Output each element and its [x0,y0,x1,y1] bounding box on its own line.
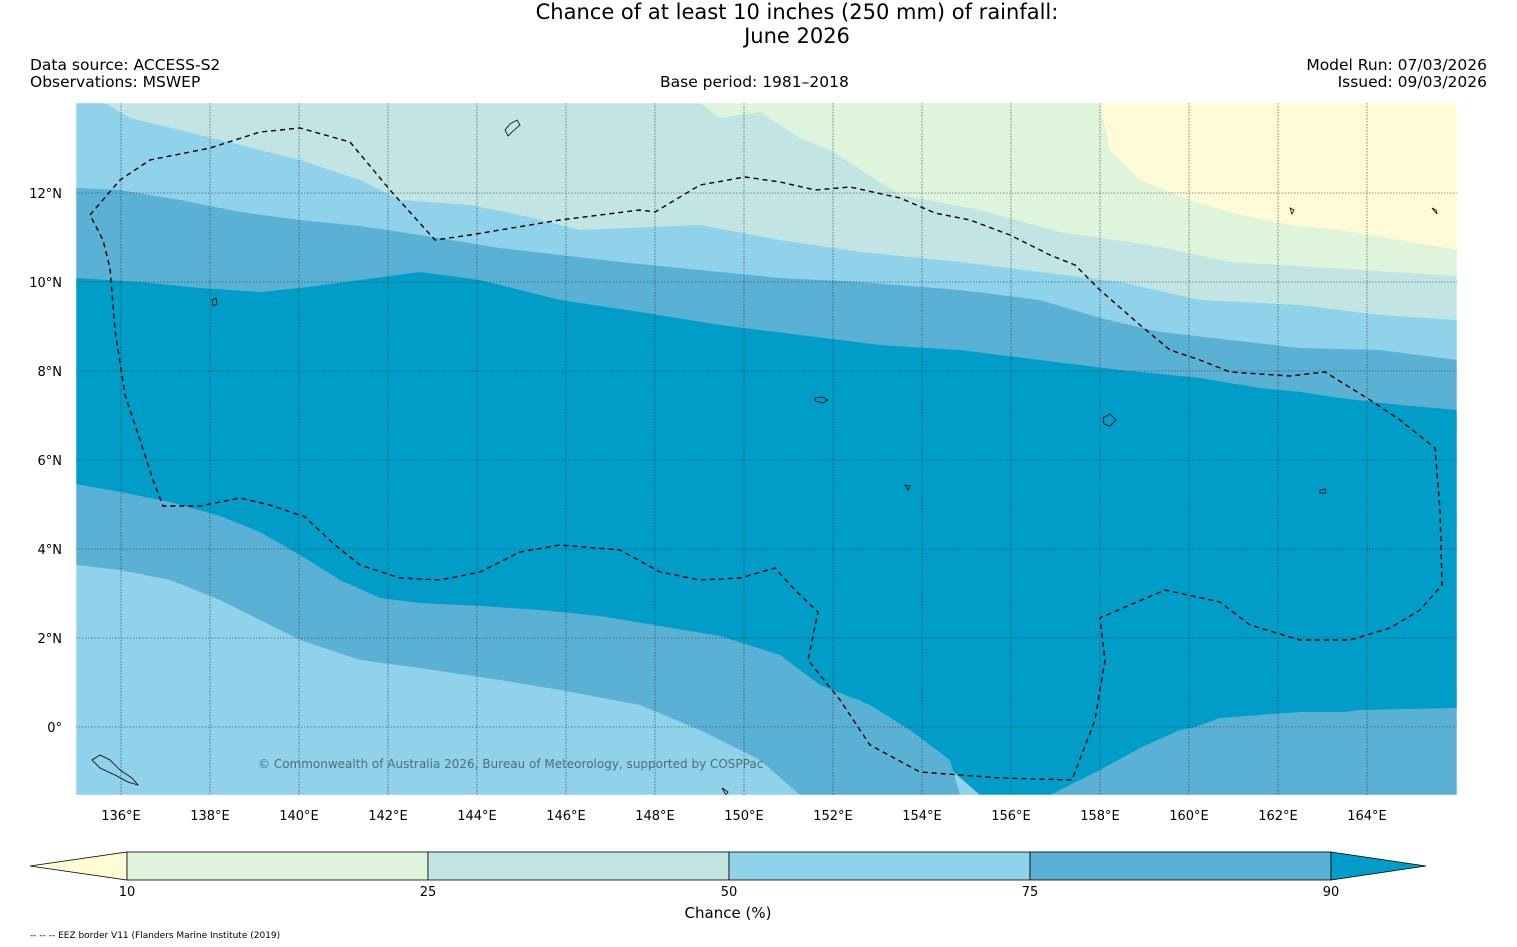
longitude-labels: 136°E 138°E 140°E 142°E 144°E 146°E 148°… [101,809,1387,824]
map-title: Chance of at least 10 inches (250 mm) of… [0,0,1517,48]
yap-island [814,396,829,404]
lat-label-2n: 2°N [38,632,63,647]
eez-footnote: -- -- -- EEZ border V11 (Flanders Marine… [30,931,280,941]
colorbar-tick-50: 50 [721,885,738,900]
title-line-2: June 2026 [744,24,850,48]
colorbar-tick-90: 90 [1323,885,1340,900]
latitude-labels: 12°N 10°N 8°N 6°N 4°N 2°N 0° [29,187,62,736]
eez-border [89,127,1443,781]
lon-label-150e: 150°E [724,809,764,824]
colorbar-ticks: 10 25 50 75 90 [119,885,1340,900]
lat-label-6n: 6°N [38,454,63,469]
lon-label-144e: 144°E [457,809,497,824]
lon-label-160e: 160°E [1169,809,1209,824]
lat-label-4n: 4°N [38,543,63,558]
lon-label-136e: 136°E [101,809,141,824]
data-source-text: Data source: ACCESS-S2 [30,56,221,74]
colorbar-tick-10: 10 [119,885,136,900]
colorbar-extend-high [1330,851,1427,881]
lat-label-8n: 8°N [38,365,63,380]
colorbar-bin-10-25 [126,851,429,881]
map-frame [75,102,1458,796]
graticule [76,103,1457,795]
zone-above-90 [76,272,1457,795]
colorbar-bin-75-90 [1029,851,1332,881]
lon-label-140e: 140°E [279,809,319,824]
colorbar-tick-25: 25 [420,885,437,900]
lon-label-148e: 148°E [635,809,675,824]
lat-label-0: 0° [47,721,62,736]
lon-label-162e: 162°E [1258,809,1298,824]
new-guinea-coast [91,754,140,786]
copyright-watermark: © Commonwealth of Australia 2026, Bureau… [258,757,763,771]
lon-label-152e: 152°E [813,809,853,824]
lon-label-158e: 158°E [1080,809,1120,824]
islands [91,119,1438,795]
palau-island [211,297,218,307]
model-run-text: Model Run: 07/03/2026 [1306,56,1487,74]
lon-label-146e: 146°E [546,809,586,824]
lon-label-164e: 164°E [1347,809,1387,824]
pohnpei-island [1319,488,1327,494]
small-island-1 [904,484,911,491]
colorbar-bin-25-50 [427,851,730,881]
lon-label-154e: 154°E [902,809,942,824]
lon-label-156e: 156°E [991,809,1031,824]
colorbar-tick-75: 75 [1022,885,1039,900]
title-line-1: Chance of at least 10 inches (250 mm) of… [535,0,1059,24]
probability-contours [76,103,1457,795]
issued-text: Issued: 09/03/2026 [1337,73,1487,91]
colorbar-extend-low [29,851,128,881]
observations-text: Observations: MSWEP [30,73,201,91]
chuuk-island [1102,413,1117,427]
guam-island [504,119,521,137]
small-island-4 [721,787,729,795]
small-island-3 [1431,207,1438,215]
colorbar-label: Chance (%) [685,904,772,922]
base-period-text: Base period: 1981–2018 [660,73,849,91]
lat-label-12n: 12°N [29,187,62,202]
lon-label-138e: 138°E [190,809,230,824]
colorbar [29,851,1427,881]
zone-75-90-southeast [1120,708,1457,795]
lat-label-10n: 10°N [29,276,62,291]
zone-75-90-southwest [76,484,960,795]
colorbar-bin-50-75 [728,851,1031,881]
lon-label-142e: 142°E [368,809,408,824]
small-island-2 [1289,207,1295,216]
